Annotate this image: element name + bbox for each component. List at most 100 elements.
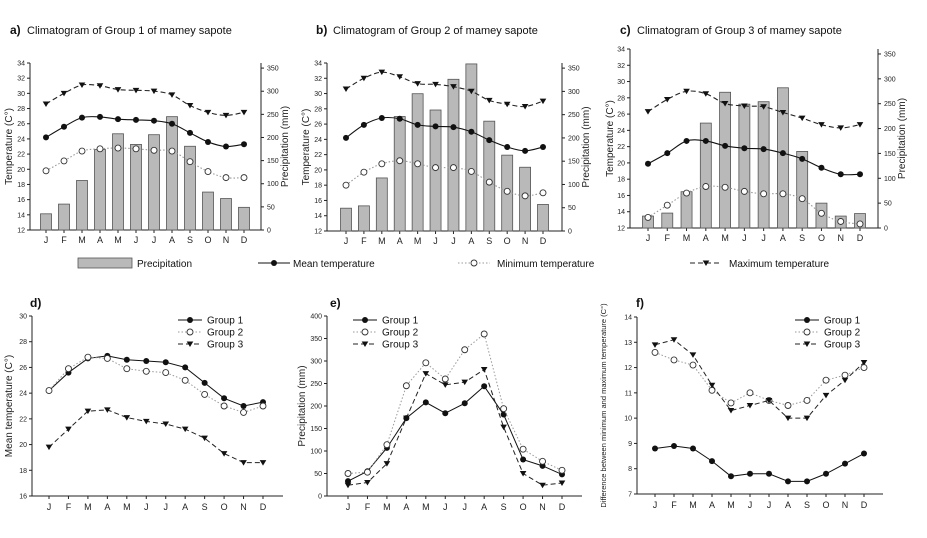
precipitation-bar	[777, 87, 789, 229]
y-tick-label: 14	[617, 209, 625, 216]
group-2-point	[123, 365, 131, 373]
max-legend-marker	[702, 260, 710, 266]
panel-e: e) 0 50 100 150 200 250 300 350 400 Precipitation …	[297, 296, 582, 512]
group-1-point	[728, 473, 734, 480]
x-tick-label: M	[721, 233, 729, 243]
maximum-temperature-point	[779, 109, 787, 116]
maximum-temperature-point	[721, 101, 729, 107]
group-1-point	[861, 450, 867, 457]
y-tick-label: 50	[314, 471, 322, 478]
y2-tick-label: 0	[884, 226, 888, 233]
group-3-point	[383, 461, 391, 467]
group-1-point	[709, 458, 715, 465]
minimum-temperature-point	[60, 157, 68, 165]
y-axis-label: Precipitation (mm)	[297, 365, 308, 446]
panel-c: c) Climatogram of Group 3 of mamey sapote…	[605, 23, 908, 243]
group-3-point	[142, 418, 150, 425]
mean-temperature-point	[223, 143, 229, 150]
legend-max: Maximum temperature	[729, 259, 829, 270]
maximum-temperature-point	[798, 115, 806, 122]
group-3-point	[104, 407, 111, 413]
y2-tick-label: 100	[568, 182, 580, 189]
precipitation-bar	[202, 191, 214, 231]
maximum-temperature-point	[683, 88, 690, 95]
group-3-point	[519, 471, 527, 477]
group-1-point	[143, 358, 150, 364]
minimum-temperature-point	[467, 167, 475, 175]
precipitation-bar	[112, 133, 124, 231]
group-3-line	[654, 339, 865, 419]
precipitation-bar	[58, 203, 70, 231]
minimum-temperature-point	[798, 195, 806, 203]
maximum-temperature-point	[186, 103, 194, 109]
group-3-point	[259, 460, 267, 466]
y2-tick-label: 100	[267, 181, 279, 188]
minimum-temperature-point	[240, 174, 248, 182]
x-tick-label: J	[767, 500, 772, 510]
precipitation-bar	[738, 103, 751, 229]
y2-tick-label: 50	[568, 205, 576, 212]
maximum-temperature-point	[741, 103, 748, 109]
precipitation-bar	[719, 91, 731, 229]
x-tick-label: J	[433, 236, 438, 246]
y-tick-label: 16	[19, 494, 27, 501]
mean-temperature-point	[818, 164, 825, 171]
group-3-point	[558, 480, 566, 486]
precipitation-bar	[796, 151, 809, 229]
y2-tick-label: 0	[267, 228, 271, 235]
group-1-point	[201, 379, 208, 386]
mean-temperature-line	[45, 116, 245, 148]
minimum-temperature-point	[150, 146, 158, 154]
mean-temperature-point	[241, 141, 247, 148]
maximum-temperature-point	[150, 88, 158, 95]
mean-temperature-point	[504, 144, 511, 150]
mean-temperature-point	[79, 114, 85, 121]
y2-tick-label: 150	[884, 151, 896, 158]
y-tick-label: 250	[310, 381, 322, 388]
mean-temperature-point	[115, 116, 121, 123]
x-tick-label: N	[223, 235, 230, 245]
group-3-point	[651, 342, 659, 348]
minimum-temperature-point	[837, 218, 845, 225]
group-2-point	[803, 396, 811, 404]
maximum-temperature-point	[114, 87, 122, 93]
group-2-legend-marker	[186, 328, 194, 336]
group-2-point	[422, 359, 430, 367]
group-1-point	[442, 410, 449, 417]
y-tick-label: 24	[17, 136, 25, 143]
y-tick-label: 150	[310, 426, 322, 433]
maximum-temperature-point	[204, 109, 212, 116]
y-tick-label: 22	[17, 152, 25, 159]
y2-tick-label: 250	[884, 101, 896, 108]
x-tick-label: S	[486, 236, 492, 246]
group-3-point	[480, 367, 488, 373]
x-tick-label: D	[861, 500, 868, 510]
group-1-point	[500, 411, 507, 418]
y-tick-label: 350	[310, 336, 322, 343]
x-tick-label: F	[365, 502, 371, 512]
maximum-temperature-point	[432, 81, 439, 88]
maximum-temperature-point	[663, 96, 671, 103]
precipitation-bar	[130, 144, 142, 231]
y-axis-label: Difference between minimum and maximum t…	[599, 303, 608, 508]
group-3-point	[784, 415, 792, 422]
group-1-legend-label: Group 1	[207, 316, 244, 327]
minimum-temperature-point	[539, 189, 547, 197]
minimum-temperature-point	[683, 189, 690, 197]
maximum-temperature-line	[345, 71, 544, 108]
panel-title: Climatogram of Group 1 of mamey sapote	[27, 25, 232, 37]
x-tick-label: M	[683, 233, 691, 243]
x-tick-label: O	[818, 233, 825, 243]
group-2-legend-label: Group 2	[207, 328, 244, 339]
minimum-temperature-point	[740, 187, 748, 195]
minimum-temperature-point	[168, 147, 176, 155]
precipitation-bar	[757, 101, 770, 229]
minimum-temperature-point	[856, 220, 864, 228]
group-3-legend-label: Group 3	[382, 340, 419, 351]
minimum-temperature-point	[503, 187, 511, 195]
x-tick-label: N	[539, 502, 546, 512]
group-2-line	[48, 356, 264, 413]
group-3-legend-marker	[186, 341, 194, 347]
x-tick-label: D	[260, 502, 267, 512]
y-tick-label: 0	[318, 494, 322, 501]
